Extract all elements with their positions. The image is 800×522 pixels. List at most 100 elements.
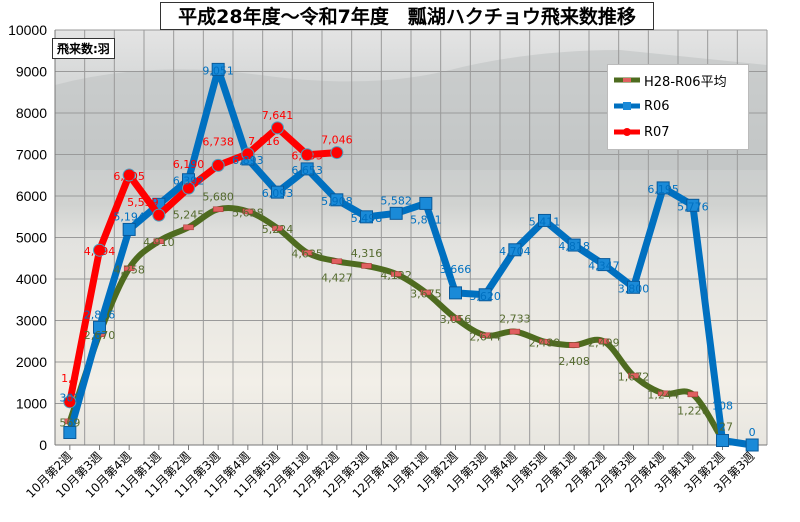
data-point [211,62,225,76]
data-label: 301 [59,392,80,405]
data-label: 5,245 [173,208,205,221]
data-label: 5,821 [410,213,442,226]
data-label: 2,733 [499,313,531,326]
data-point [301,249,313,256]
data-label: 2,670 [84,329,116,342]
data-point [745,438,759,452]
data-label: 2,644 [469,330,501,343]
data-point [300,148,314,162]
data-label: 4,122 [380,269,412,282]
data-label: 3,056 [440,313,472,326]
data-label: 6,190 [173,158,205,171]
data-point [598,338,610,345]
data-point [657,390,669,397]
legend-item-r06: R06 [614,97,670,115]
data-point [331,258,343,265]
data-label: 4,910 [143,236,175,249]
y-tick-label: 1000 [16,396,47,412]
data-point [420,289,432,296]
data-label: 5,411 [529,215,561,228]
legend-item-r07: R07 [614,123,670,141]
data-label: 5,680 [202,190,234,203]
data-point [93,320,106,334]
data-point [509,328,521,335]
data-point [656,181,670,195]
y-tick-label: 4000 [16,271,47,287]
data-point [627,280,640,294]
data-point [272,225,283,231]
data-label: 1,672 [618,371,650,384]
data-point [152,208,166,222]
data-label: 6,995 [291,150,323,163]
data-point [330,193,344,207]
data-point [686,198,700,212]
data-label: 5,194 [113,210,145,223]
data-point [183,224,194,231]
y-tick-label: 9000 [16,64,47,80]
data-label: 4,258 [113,263,145,276]
data-label: 6,505 [113,170,145,183]
data-label: 108 [712,400,733,413]
data-point [211,158,225,172]
data-point [419,196,433,210]
data-point [449,286,462,300]
legend-swatch-r07 [614,128,640,136]
data-point [568,342,580,348]
data-point [450,315,461,321]
data-label: 7,016 [248,135,280,148]
data-point [479,332,491,339]
data-label: 5,908 [321,195,353,208]
data-label: 0 [749,426,756,439]
data-point [478,288,492,302]
data-point [212,206,224,213]
legend-swatch-avg [614,77,640,83]
data-label: 2,408 [558,355,590,368]
legend-label-avg: H28-R06平均 [644,74,727,90]
data-label: 6,195 [647,183,679,196]
data-point [508,243,522,257]
data-label: 4,427 [321,271,353,284]
data-label: 3,800 [618,282,650,295]
data-point [153,238,165,244]
legend-swatch-r06 [614,102,640,110]
data-point [63,395,77,409]
data-label: 6,093 [262,187,294,200]
data-label: 6,738 [202,135,234,148]
y-tick-label: 5000 [16,230,47,246]
data-point [122,168,136,182]
y-tick-label: 2000 [16,354,47,370]
data-label: 5,628 [232,206,264,219]
data-point [360,210,373,224]
data-label: 1,244 [647,388,679,401]
unit-label: 飛来数:羽 [52,38,115,59]
data-label: 5,776 [677,200,709,213]
data-label: 4,694 [84,245,116,258]
legend-item-avg: H28-R06平均 [614,71,727,90]
chart-title: 平成28年度～令和7年度 瓢湖ハクチョウ飛来数推移 [160,2,654,30]
data-point [687,391,699,398]
data-label: 3,675 [410,287,442,300]
data-point [63,426,77,440]
data-label: 127 [712,421,733,434]
data-label: 6,392 [173,175,205,188]
data-point [93,243,106,257]
data-label: 1,0 [61,372,79,385]
data-point [123,265,135,272]
data-point [182,181,195,195]
data-point [628,372,639,379]
y-tick-label: 8000 [16,105,47,121]
data-point [330,146,344,160]
data-label: 3,666 [440,263,472,276]
data-label: 7,046 [321,134,353,147]
data-point [390,271,402,277]
data-label: 2,499 [588,336,620,349]
y-tick-label: 0 [39,437,47,453]
data-point [300,162,314,176]
data-label: 4,818 [558,240,590,253]
y-tick-label: 3000 [16,313,47,329]
data-point [271,185,284,199]
data-point [538,213,551,227]
data-point [597,258,611,272]
data-label: 7,641 [262,109,294,122]
data-point [122,222,136,236]
